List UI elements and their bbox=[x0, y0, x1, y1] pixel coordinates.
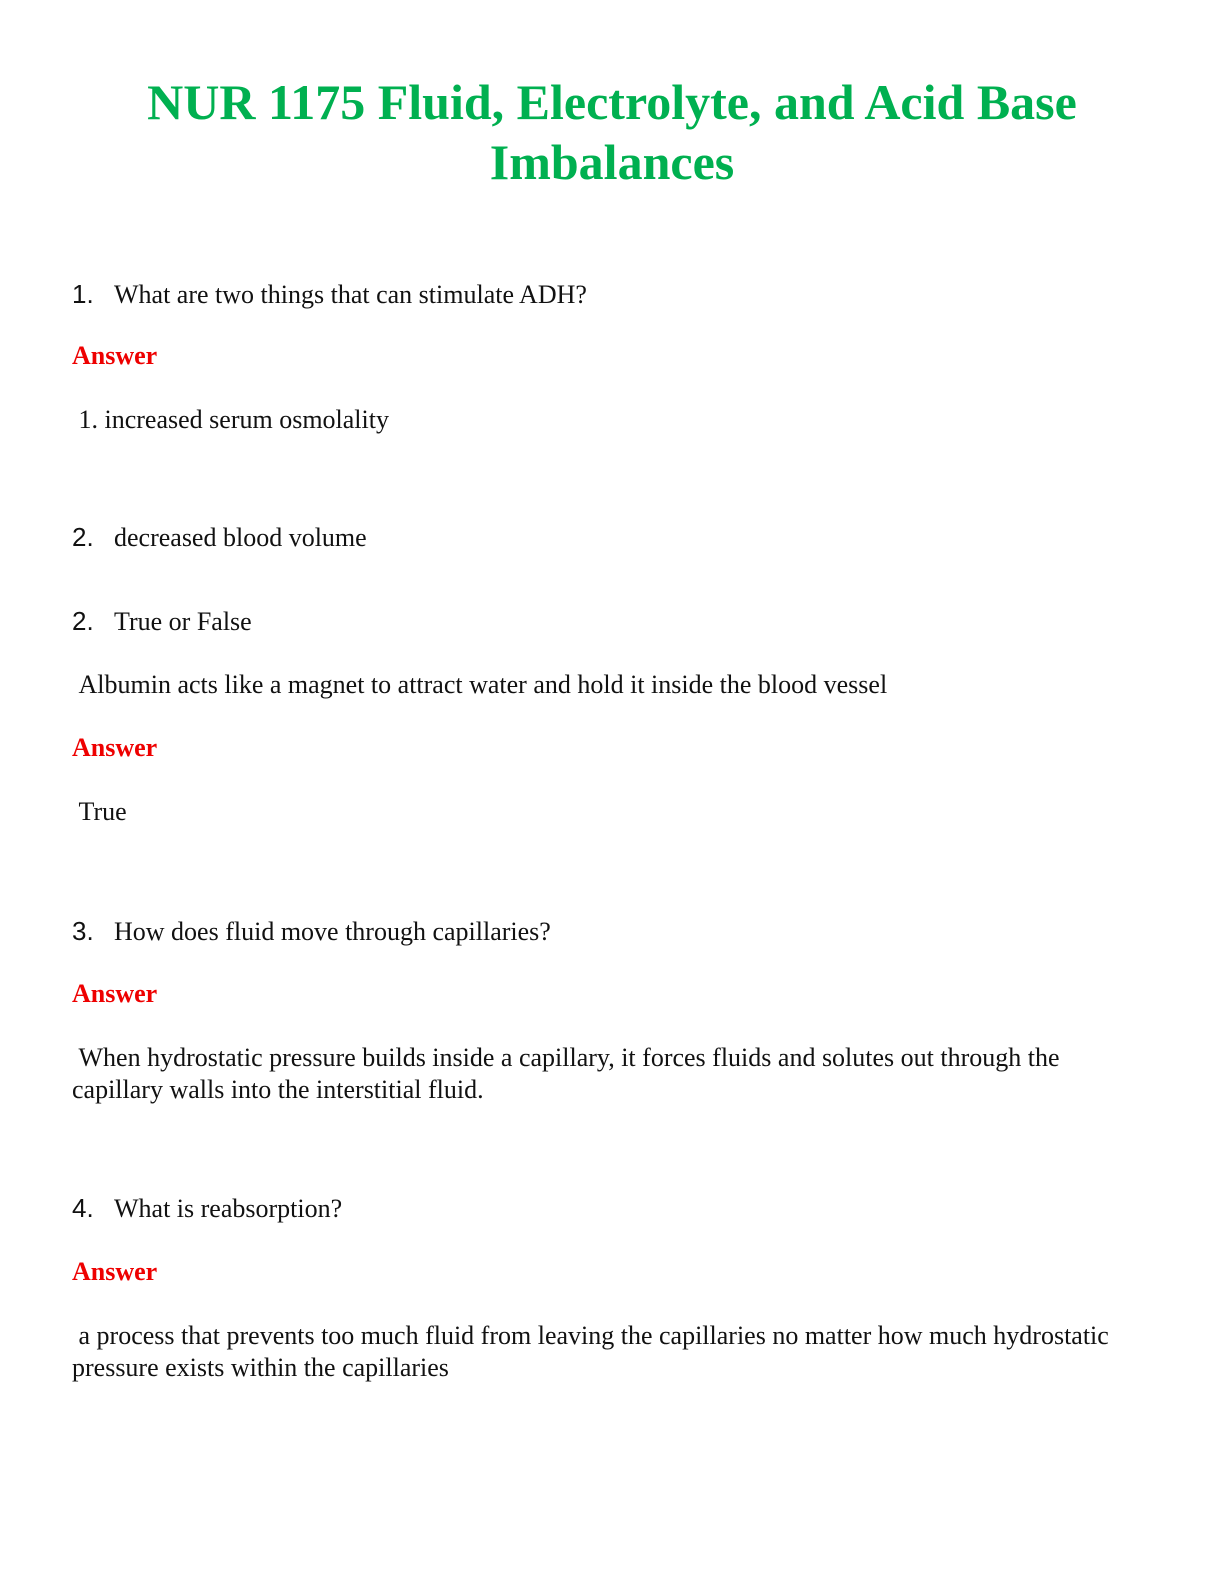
item: 4. What is reabsorption? bbox=[72, 1192, 1132, 1225]
item: Answer bbox=[72, 340, 1132, 372]
item: Answer bbox=[72, 978, 1132, 1010]
item-text: What are two things that can stimulate A… bbox=[114, 280, 587, 309]
item-text: When hydrostatic pressure builds inside … bbox=[72, 1043, 1060, 1104]
item-number: 1. bbox=[72, 279, 94, 309]
item: Answer bbox=[72, 1256, 1132, 1288]
item: 1. increased serum osmolality bbox=[72, 404, 1132, 436]
answer-label: Answer bbox=[72, 979, 158, 1008]
item: 1. What are two things that can stimulate… bbox=[72, 278, 1132, 311]
answer-label: Answer bbox=[72, 733, 158, 762]
item-number: 2. bbox=[72, 522, 94, 552]
item-number: 2. bbox=[72, 606, 94, 636]
item: Answer bbox=[72, 732, 1132, 764]
item-text: True or False bbox=[114, 607, 252, 636]
item-text: a process that prevents too much fluid f… bbox=[72, 1321, 1109, 1382]
item: a process that prevents too much fluid f… bbox=[72, 1320, 1132, 1384]
title: NUR 1175 Fluid, Electrolyte, and Acid Ba… bbox=[147, 74, 1077, 190]
item: 3. How does fluid move through capillarie… bbox=[72, 915, 1132, 948]
answer-label: Answer bbox=[72, 341, 158, 370]
item: 2. True or False bbox=[72, 605, 1132, 638]
item-text: True bbox=[78, 797, 127, 826]
item-text: What is reabsorption? bbox=[114, 1194, 343, 1223]
item: 2. decreased blood volume bbox=[72, 521, 1132, 554]
item: True bbox=[72, 796, 1132, 828]
item-text: Albumin acts like a magnet to attract wa… bbox=[78, 670, 888, 699]
answer-label: Answer bbox=[72, 1257, 158, 1286]
item: When hydrostatic pressure builds inside … bbox=[72, 1042, 1132, 1106]
item-number: 3. bbox=[72, 916, 94, 946]
item: Albumin acts like a magnet to attract wa… bbox=[72, 669, 1132, 701]
item-text: decreased blood volume bbox=[114, 523, 367, 552]
item-text: 1. increased serum osmolality bbox=[78, 405, 389, 434]
item-number: 4. bbox=[72, 1193, 94, 1223]
item-text: How does fluid move through capillaries? bbox=[114, 917, 551, 946]
